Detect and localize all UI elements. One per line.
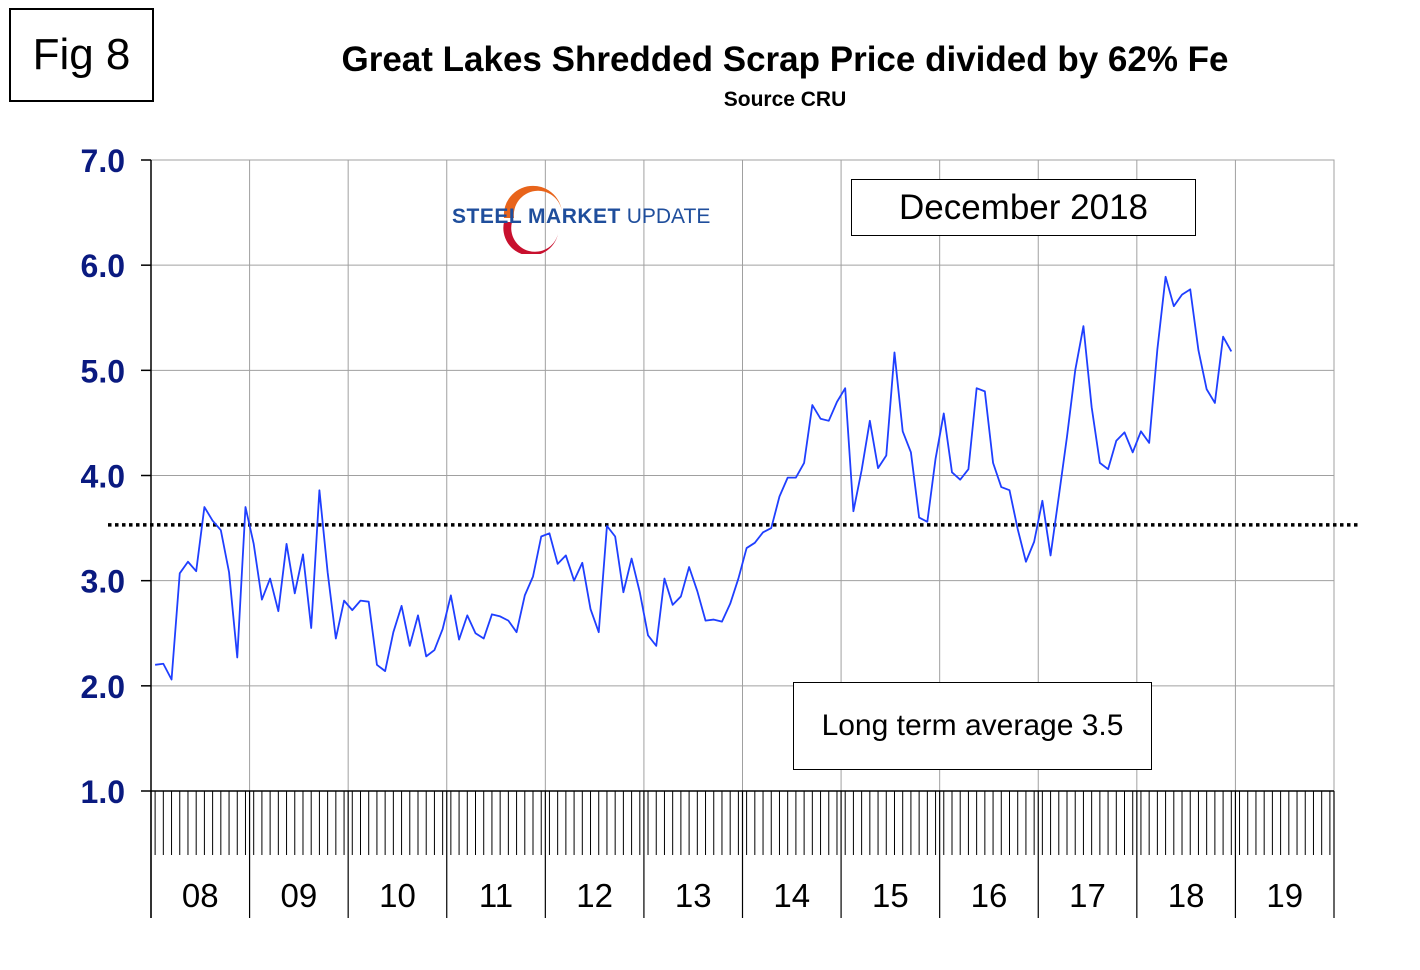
x-tick-label: 10 [379,877,416,914]
figure-label: Fig 8 [9,8,154,102]
x-tick-label: 12 [576,877,613,914]
x-tick-label: 13 [675,877,712,914]
y-tick-label: 6.0 [81,248,125,284]
series-line [154,275,1233,681]
y-tick-label: 3.0 [81,564,125,600]
x-tick-label: 15 [872,877,909,914]
logo-word-market: MARKET [528,205,621,228]
y-tick-label: 4.0 [81,459,125,495]
y-tick-label: 1.0 [81,774,125,810]
x-tick-label: 14 [773,877,810,914]
logo-word-steel: STEEL [452,205,523,228]
x-tick-label: 08 [182,877,219,914]
date-annotation: December 2018 [851,179,1196,236]
x-tick-label: 19 [1266,877,1303,914]
steel-market-update-logo: STEEL MARKET UPDATE [452,182,712,254]
y-tick-label: 2.0 [81,669,125,705]
y-tick-label: 7.0 [81,143,125,179]
average-annotation: Long term average 3.5 [793,682,1152,770]
logo-word-update: UPDATE [626,205,711,228]
x-tick-label: 09 [281,877,318,914]
y-tick-label: 5.0 [81,353,125,389]
chart-title: Great Lakes Shredded Scrap Price divided… [341,40,1229,79]
x-tick-label: 17 [1069,877,1106,914]
x-tick-label: 16 [971,877,1008,914]
x-tick-label: 18 [1168,877,1205,914]
logo-swoosh-icon [503,185,562,254]
x-tick-label: 11 [479,877,513,914]
chart-subtitle: Source CRU [723,88,847,111]
